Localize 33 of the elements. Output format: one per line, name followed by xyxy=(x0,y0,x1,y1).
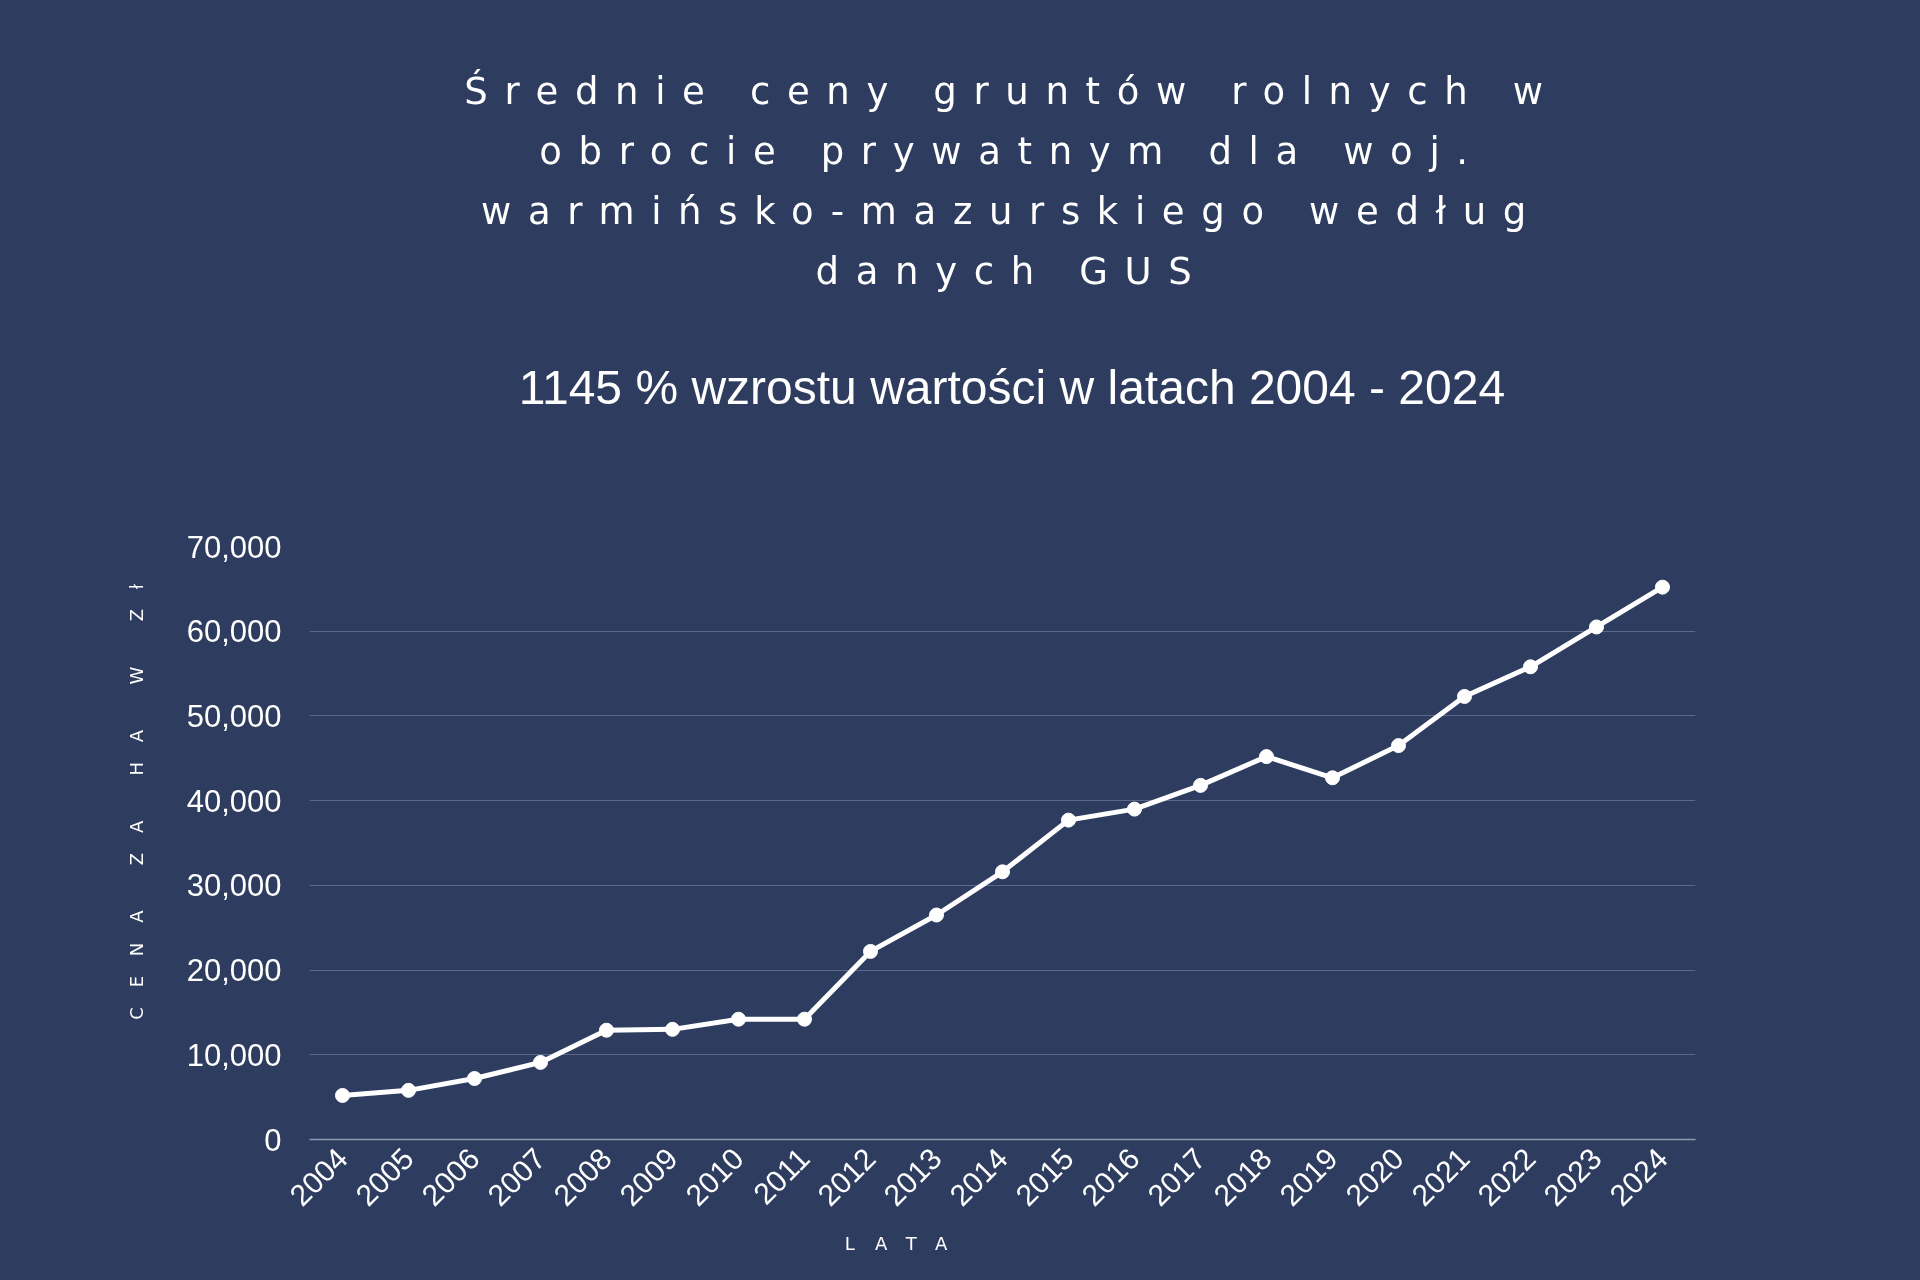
y-tick-label: 70,000 xyxy=(186,529,282,565)
chart-title: Średnie ceny gruntów rolnych w obrocie prywatnym dla woj. warmińsko-mazurskiego według danych GUS xyxy=(463,68,1561,295)
point xyxy=(599,1022,614,1038)
y-tick-label: 20,000 xyxy=(186,953,282,989)
y-tick-label: 30,000 xyxy=(186,868,282,904)
y-tick-label: 50,000 xyxy=(186,698,282,734)
point xyxy=(797,1011,812,1027)
point xyxy=(1457,688,1472,704)
point xyxy=(1655,579,1670,595)
point xyxy=(665,1021,680,1037)
y-tick-label: 40,000 xyxy=(186,783,282,819)
point xyxy=(1259,749,1274,765)
point xyxy=(1589,619,1604,635)
point xyxy=(1523,659,1538,675)
point xyxy=(731,1011,746,1027)
y-axis-title: CENA ZA HA W Zł xyxy=(125,564,149,1020)
y-tick-label: 60,000 xyxy=(186,614,282,650)
point xyxy=(863,943,878,959)
point xyxy=(1061,812,1076,828)
y-tick-label: 10,000 xyxy=(186,1037,282,1073)
x-axis-title: LATA xyxy=(844,1233,968,1255)
point xyxy=(533,1054,548,1070)
point xyxy=(995,864,1010,880)
point xyxy=(1391,738,1406,754)
point xyxy=(1127,801,1142,817)
point xyxy=(1193,777,1208,793)
point xyxy=(467,1071,482,1086)
point xyxy=(1325,770,1340,786)
chart-subtitle: 1145 % wzrostu wartości w latach 2004 - 2024 xyxy=(517,360,1507,416)
y-tick-label: 0 xyxy=(264,1122,282,1158)
point xyxy=(401,1082,416,1098)
point xyxy=(929,907,944,923)
point xyxy=(335,1087,350,1103)
